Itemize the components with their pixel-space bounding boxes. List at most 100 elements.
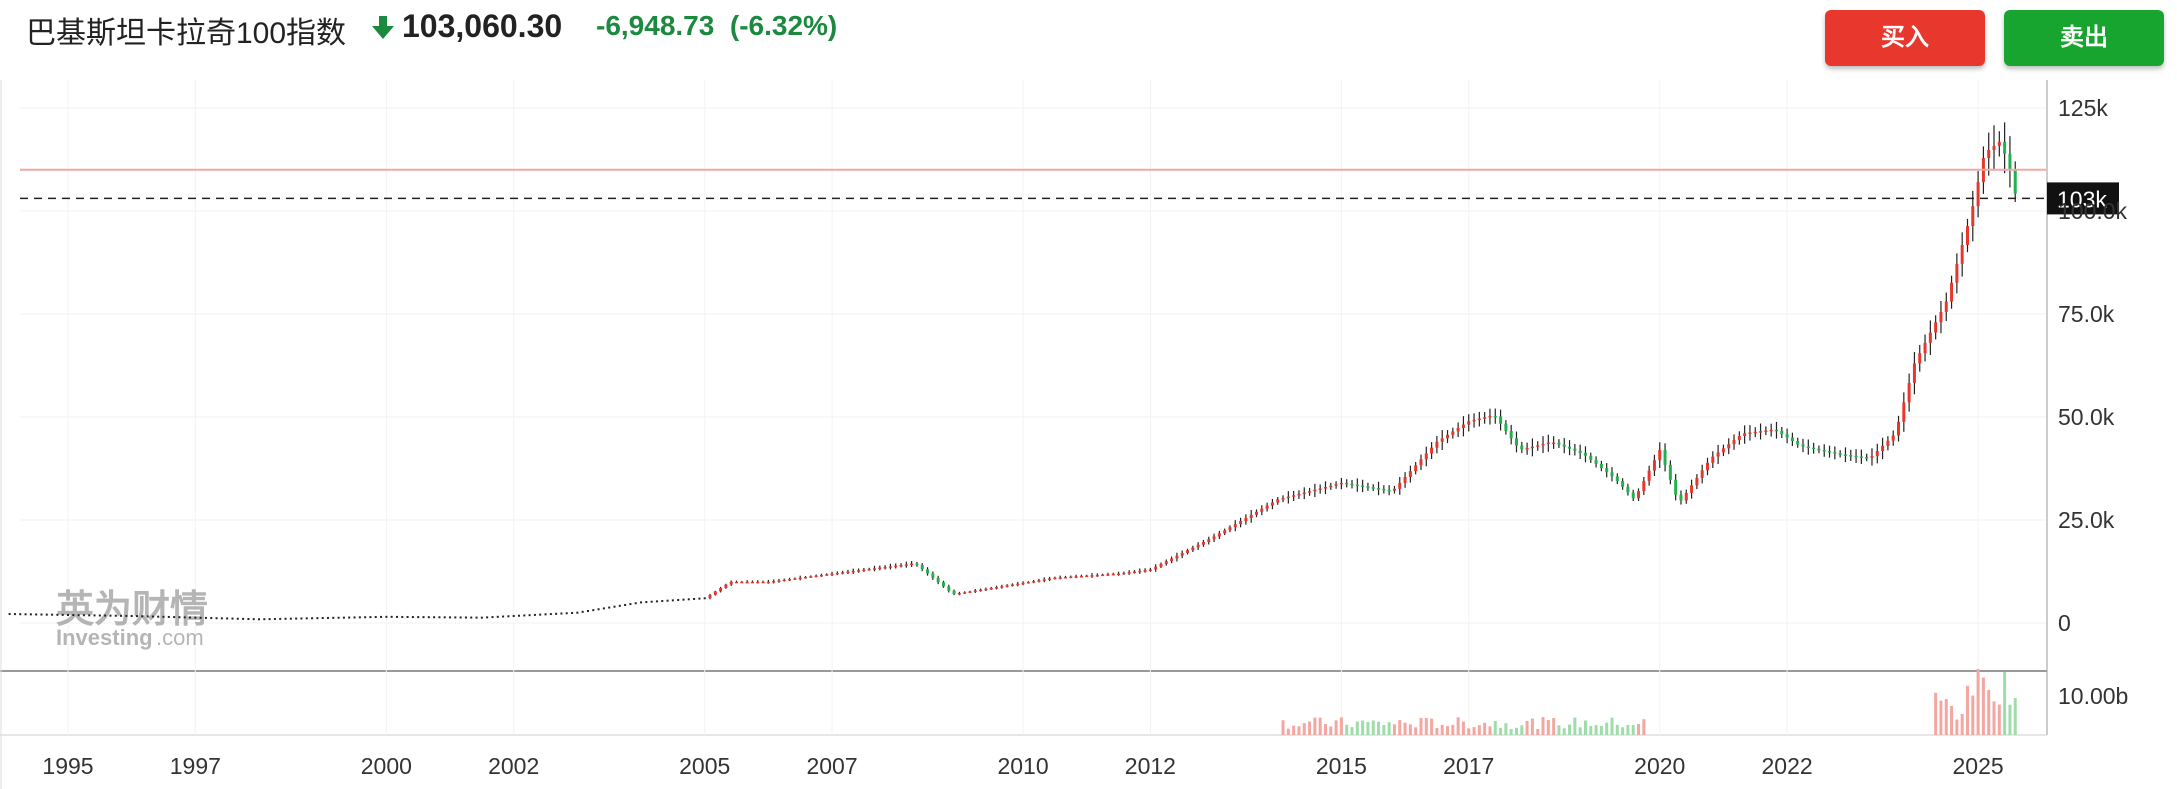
watermark-en-suffix: .com [156, 625, 204, 650]
candle-dot [173, 616, 176, 619]
candle-dot [491, 616, 494, 619]
y-tick-label: 75.0k [2058, 301, 2115, 327]
candle-body [941, 582, 945, 587]
candle-dot [242, 617, 245, 620]
candle-body [1058, 577, 1062, 579]
candle-body [1159, 563, 1163, 567]
volume-bar [1987, 689, 1991, 735]
volume-bar [1499, 727, 1503, 735]
candle-body [1743, 433, 1747, 436]
candle-body [1010, 584, 1014, 587]
candle-dot [571, 611, 574, 614]
volume-bar [1286, 728, 1290, 735]
volume-bar [1552, 718, 1556, 735]
candle-dot [109, 614, 112, 617]
candle-dot [507, 615, 510, 618]
volume-bar [1366, 721, 1370, 735]
candle-dot [650, 600, 653, 603]
sell-button[interactable]: 卖出 [2004, 10, 2164, 66]
candle-dot [640, 601, 643, 604]
candle-dot [24, 613, 27, 616]
candle-dot [480, 616, 483, 619]
candle-body [1398, 482, 1402, 489]
candle-dot [693, 597, 696, 600]
candle-body [926, 569, 930, 574]
volume-bar [2008, 704, 2012, 735]
candle-dot [56, 613, 59, 616]
candle-dot [565, 612, 568, 615]
volume-bar [1483, 722, 1487, 735]
volume-bar [1568, 724, 1572, 735]
candle-body [1270, 502, 1274, 506]
candle-body [1520, 445, 1524, 450]
candle-dot [19, 613, 22, 616]
candle-body [1138, 570, 1142, 573]
candle-body [915, 563, 919, 566]
volume-bar [1408, 724, 1412, 735]
candle-body [1318, 488, 1322, 490]
candle-dot [539, 613, 542, 616]
y-tick-label: 100.0k [2058, 198, 2128, 224]
candle-dot [629, 603, 632, 606]
volume-bar [1350, 727, 1354, 735]
candle-body [1753, 431, 1757, 434]
volume-bar [1323, 724, 1327, 735]
volume-bar [1302, 723, 1306, 735]
candle-dot [204, 616, 207, 619]
candle-body [1350, 483, 1354, 486]
candle-body [1106, 574, 1110, 576]
candle-dot [247, 618, 250, 621]
candle-body [1971, 206, 1975, 227]
volume-bar [1594, 725, 1598, 735]
candle-body [1180, 552, 1184, 556]
candle-body [1706, 462, 1710, 471]
candle-dot [677, 598, 680, 601]
candle-dot [321, 617, 324, 620]
candle-dot [77, 614, 80, 617]
candle-dot [624, 603, 627, 606]
x-axis: 1995 1997 2000 2002 2005 2007 2010 2012 2015 2017… [42, 753, 2003, 779]
candle-dot [162, 615, 165, 618]
down-arrow-icon [372, 16, 394, 39]
candle-body [1440, 438, 1444, 442]
candle-body [1387, 489, 1391, 492]
candle-body [819, 574, 823, 577]
candle-body [989, 587, 993, 590]
candle-body [1451, 431, 1455, 435]
candle-dot [178, 616, 181, 619]
candle-body [878, 567, 882, 570]
candle-body [1175, 555, 1179, 559]
volume-bar [1297, 726, 1301, 735]
candle-dot [231, 617, 234, 620]
candle-dot [533, 613, 536, 616]
volume-bar [1355, 721, 1359, 735]
candle-body [1090, 575, 1094, 577]
candle-body [1610, 472, 1614, 477]
candle-dot [358, 616, 361, 619]
volume-bar [1965, 685, 1969, 735]
candle-body [973, 590, 977, 593]
candle-dot [268, 618, 271, 621]
buy-button[interactable]: 买入 [1825, 10, 1985, 66]
candle-body [1626, 486, 1630, 493]
candle-body [1854, 455, 1858, 458]
candle-dot [422, 616, 425, 619]
candle-dot [88, 614, 91, 617]
candle-body [735, 581, 739, 584]
volume-bar [1371, 720, 1375, 735]
candle-body [1016, 583, 1020, 586]
volume-bar [1525, 720, 1529, 735]
candle-body [857, 570, 861, 572]
candle-body [1132, 571, 1136, 573]
volume-bar [1589, 726, 1593, 735]
candle-body [894, 565, 898, 568]
volume-bar [1583, 720, 1587, 735]
candle-body [1461, 424, 1465, 428]
candle-body [1148, 569, 1152, 571]
candle-body [782, 579, 786, 582]
volume-bar [1530, 718, 1534, 735]
candle-body [1297, 493, 1301, 496]
candle-dot [273, 617, 276, 620]
candle-dot [284, 617, 287, 620]
